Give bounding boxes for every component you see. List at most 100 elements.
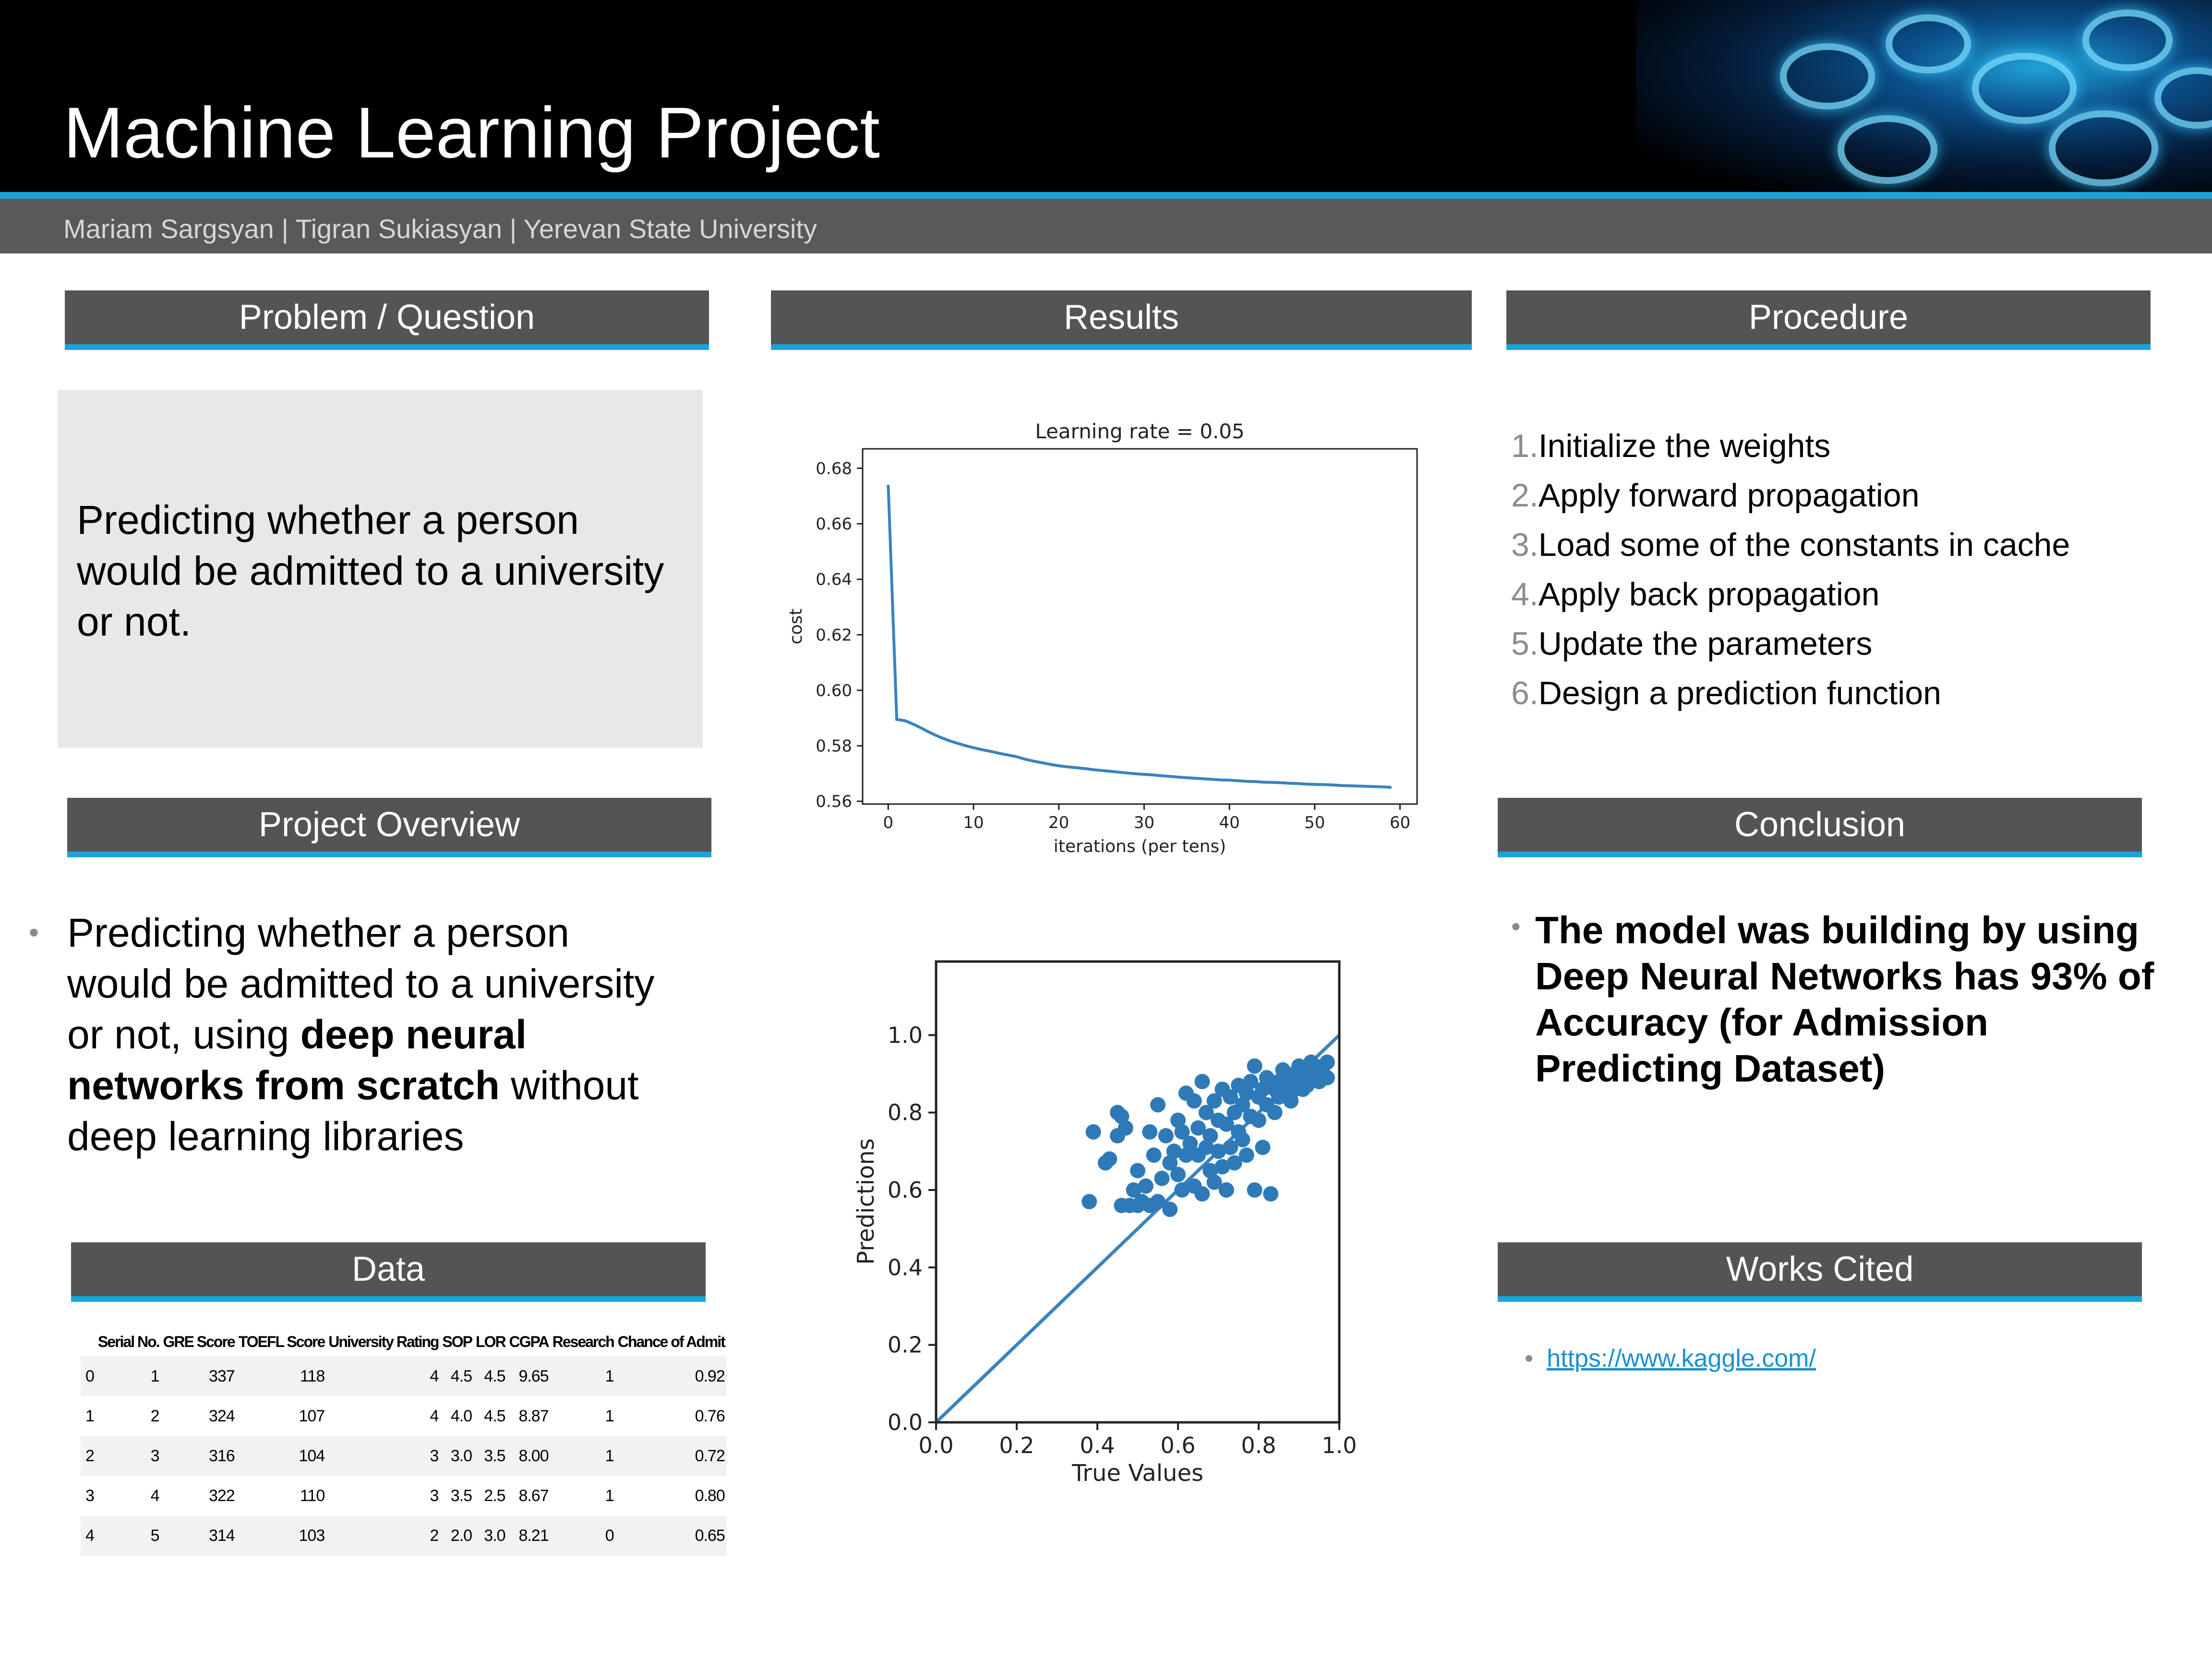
data-point xyxy=(1247,1182,1262,1198)
table-cell: 0.76 xyxy=(695,1407,725,1425)
x-tick-label: 0 xyxy=(883,813,893,832)
y-tick-label: 0.4 xyxy=(888,1254,923,1280)
procedure-step: 1.Initialize the weights xyxy=(1511,421,2070,471)
data-point xyxy=(1190,1120,1206,1136)
data-point xyxy=(1102,1151,1118,1167)
table-header-cell: Serial No. xyxy=(97,1333,160,1350)
data-point xyxy=(1198,1105,1214,1120)
section-header-procedure: Procedure xyxy=(1506,290,2151,350)
data-point xyxy=(1226,1155,1242,1171)
y-axis-label: cost xyxy=(787,609,806,645)
table-header-cell xyxy=(81,1327,96,1357)
table-cell: 4.5 xyxy=(474,1357,507,1396)
table-cell: 3 xyxy=(430,1487,439,1505)
x-tick-label: 20 xyxy=(1048,813,1069,832)
table-cell: 8.87 xyxy=(518,1407,549,1425)
table-cell: 118 xyxy=(236,1357,327,1396)
data-point xyxy=(1202,1163,1218,1178)
tube-icon xyxy=(1972,53,2077,124)
test-tubes-image xyxy=(1636,0,2212,192)
tube-icon xyxy=(1886,14,1971,73)
poster-header: Machine Learning Project xyxy=(0,0,2212,192)
data-point xyxy=(1142,1124,1158,1140)
kaggle-link[interactable]: https://www.kaggle.com/ xyxy=(1547,1345,1816,1372)
section-header-problem: Problem / Question xyxy=(65,290,709,350)
table-header-cell: Research xyxy=(552,1333,615,1350)
table-cell: 316 xyxy=(161,1436,237,1476)
table-cell: 0.65 xyxy=(615,1516,727,1556)
overview-bold: deep neural networks from scratch xyxy=(67,1012,527,1108)
table-cell: 4.5 xyxy=(440,1357,474,1396)
bullet-icon: • xyxy=(1511,911,1521,941)
y-tick-label: 0.6 xyxy=(888,1177,923,1203)
data-point xyxy=(1194,1074,1210,1090)
data-point xyxy=(1238,1085,1254,1101)
data-point xyxy=(1130,1163,1145,1178)
y-tick-label: 0.62 xyxy=(816,625,852,645)
data-point xyxy=(1223,1089,1238,1105)
table-cell: 0 xyxy=(81,1357,96,1396)
step-text: Design a prediction function xyxy=(1538,675,1941,711)
y-tick-label: 0.68 xyxy=(816,459,852,478)
table-header-cell: SOP xyxy=(442,1333,473,1350)
bullet-icon: • xyxy=(29,916,39,949)
data-point xyxy=(1238,1147,1254,1163)
data-point xyxy=(1146,1147,1162,1163)
procedure-step: 3.Load some of the constants in cache xyxy=(1511,520,2070,570)
table-header-cell: Chance of Admit xyxy=(617,1333,726,1350)
data-point xyxy=(1263,1186,1279,1202)
x-tick-label: 50 xyxy=(1304,813,1325,832)
data-point xyxy=(1247,1058,1262,1074)
procedure-step: 6.Design a prediction function xyxy=(1511,669,2070,718)
accent-line xyxy=(0,192,2212,199)
x-axis-label: iterations (per tens) xyxy=(1054,837,1226,856)
table-cell: 8.67 xyxy=(518,1487,549,1505)
table-header-cell: TOEFL Score xyxy=(238,1333,326,1350)
authors-line: Mariam Sargsyan | Tigran Sukiasyan | Yer… xyxy=(63,214,817,244)
poster-title: Machine Learning Project xyxy=(63,92,880,173)
data-point xyxy=(1299,1078,1315,1094)
problem-text: Predicting whether a person would be adm… xyxy=(77,497,664,644)
table-cell: 0.80 xyxy=(695,1487,725,1505)
data-point xyxy=(1255,1082,1271,1097)
table-cell: 3.0 xyxy=(440,1436,474,1476)
conclusion-text: • The model was building by using Deep N… xyxy=(1511,907,2169,1092)
data-point xyxy=(1218,1182,1234,1198)
data-point xyxy=(1251,1112,1266,1128)
table-header-cell: University Rating xyxy=(328,1333,439,1350)
section-header-works-cited: Works Cited xyxy=(1498,1242,2142,1302)
x-tick-label: 0.8 xyxy=(1241,1432,1276,1458)
table-cell: 2.5 xyxy=(484,1487,505,1505)
table-cell: 5 xyxy=(96,1516,161,1556)
table-header-cell: LOR xyxy=(476,1333,506,1350)
bullet-icon: • xyxy=(1525,1345,1534,1372)
x-tick-label: 0.0 xyxy=(918,1432,953,1458)
data-point xyxy=(1186,1093,1202,1109)
data-point xyxy=(1170,1166,1186,1182)
table-cell: 3 xyxy=(326,1436,441,1476)
table-cell: 322 xyxy=(208,1487,235,1505)
table-cell: 2 xyxy=(326,1516,441,1556)
table-cell: 324 xyxy=(208,1407,235,1425)
data-point xyxy=(1174,1124,1190,1140)
step-text: Update the parameters xyxy=(1538,625,1873,662)
step-number: 6. xyxy=(1511,675,1539,711)
data-point xyxy=(1162,1155,1178,1171)
data-point xyxy=(1259,1070,1274,1086)
data-point xyxy=(1182,1136,1198,1152)
table-cell: 4 xyxy=(150,1487,160,1505)
table-cell: 3.5 xyxy=(450,1487,472,1505)
data-point xyxy=(1194,1186,1210,1202)
overview-text: • Predicting whether a person would be a… xyxy=(29,907,672,1162)
data-table: Serial No. GRE Score TOEFL Score University… xyxy=(81,1327,727,1556)
table-cell: 1 xyxy=(605,1487,614,1505)
tube-icon xyxy=(2082,10,2173,71)
x-tick-label: 0.4 xyxy=(1080,1432,1115,1458)
table-cell: 4.0 xyxy=(450,1407,472,1425)
table-cell: 1 xyxy=(96,1357,161,1396)
table-cell: 1 xyxy=(550,1436,616,1476)
x-tick-label: 60 xyxy=(1390,813,1410,832)
x-axis-label: True Values xyxy=(1071,1460,1203,1487)
data-point xyxy=(1150,1194,1166,1210)
cost-line-chart: Learning rate = 0.05 0 10 20 30 40 50 60 0.56 0.5… xyxy=(787,420,1418,856)
